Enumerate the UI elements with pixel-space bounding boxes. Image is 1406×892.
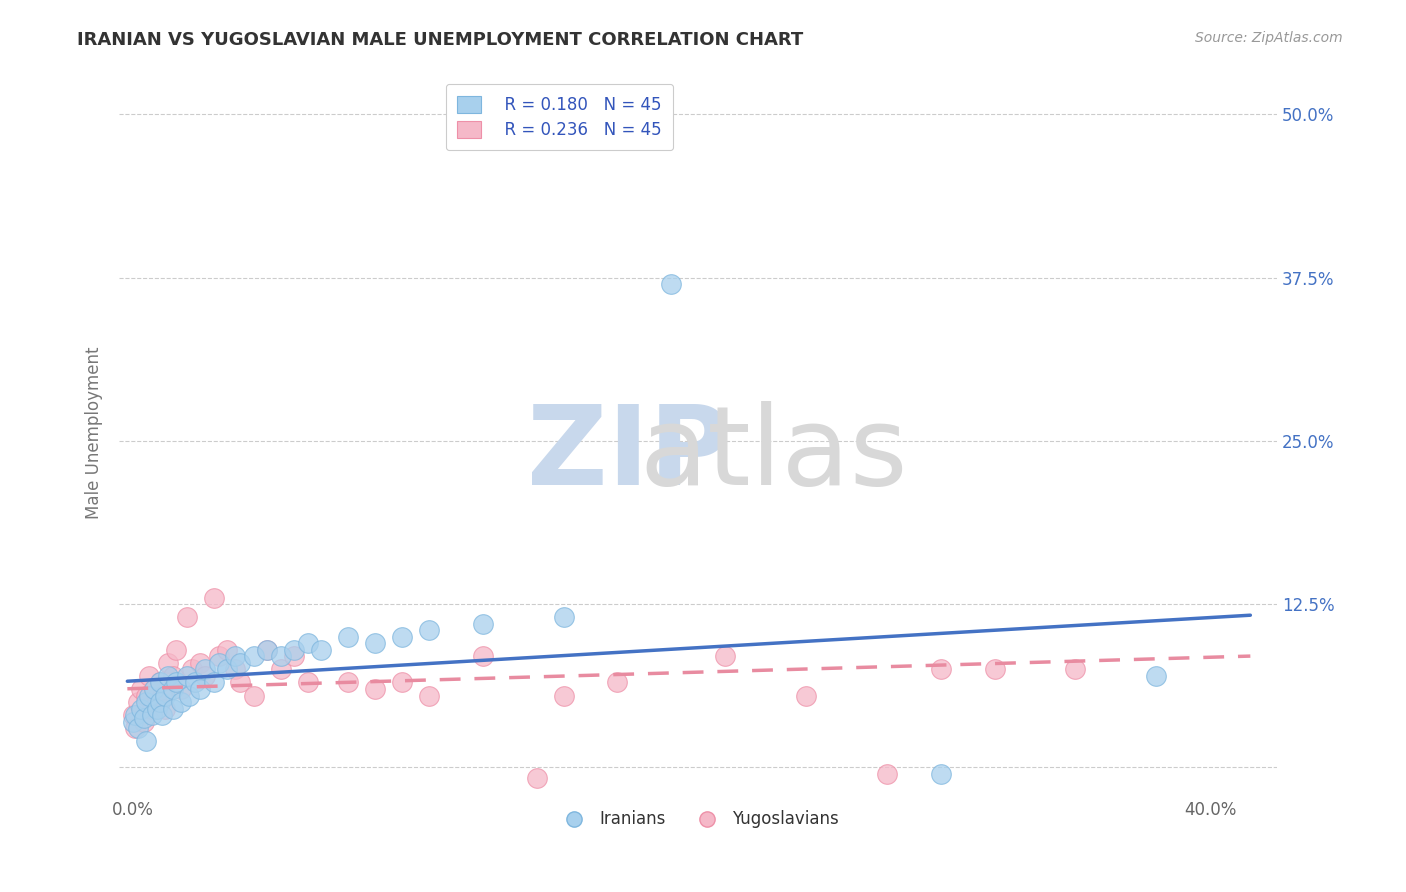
Point [229, 675, 252, 690]
Point [659, 277, 682, 291]
Point [526, 771, 548, 785]
Point [183, 675, 205, 690]
Point [188, 681, 211, 696]
Text: atlas: atlas [640, 401, 908, 508]
Point [124, 708, 146, 723]
Point [170, 695, 193, 709]
Point [135, 734, 157, 748]
Point [208, 649, 231, 664]
Point [176, 669, 198, 683]
Point [202, 675, 225, 690]
Point [162, 681, 184, 696]
Point [364, 636, 387, 650]
Point [135, 695, 157, 709]
Point [149, 675, 172, 690]
Point [143, 681, 166, 696]
Point [243, 689, 266, 703]
Point [418, 689, 440, 703]
Point [143, 681, 166, 696]
Point [297, 636, 319, 650]
Point [270, 649, 292, 664]
Point [256, 642, 278, 657]
Point [929, 662, 952, 676]
Point [297, 675, 319, 690]
Point [176, 610, 198, 624]
Point [283, 642, 305, 657]
Point [714, 649, 737, 664]
Point [215, 642, 238, 657]
Point [471, 616, 494, 631]
Point [156, 656, 179, 670]
Point [141, 701, 163, 715]
Point [194, 662, 217, 676]
Point [553, 689, 575, 703]
Point [229, 656, 252, 670]
Point [202, 591, 225, 605]
Point [283, 649, 305, 664]
Legend: Iranians, Yugoslavians: Iranians, Yugoslavians [551, 804, 845, 835]
Point [983, 662, 1005, 676]
Point [337, 630, 360, 644]
Point [606, 675, 628, 690]
Point [1064, 662, 1087, 676]
Text: Source: ZipAtlas.com: Source: ZipAtlas.com [1195, 31, 1343, 45]
Point [127, 721, 149, 735]
Y-axis label: Male Unemployment: Male Unemployment [86, 346, 103, 518]
Point [138, 689, 160, 703]
Point [121, 708, 143, 723]
Point [165, 642, 187, 657]
Point [194, 669, 217, 683]
Point [132, 714, 155, 729]
Point [364, 681, 387, 696]
Point [149, 675, 172, 690]
Point [127, 695, 149, 709]
Point [181, 662, 204, 676]
Point [129, 681, 152, 696]
Text: ZIP: ZIP [527, 401, 731, 508]
Point [149, 695, 172, 709]
Point [141, 708, 163, 723]
Point [471, 649, 494, 664]
Point [162, 701, 184, 715]
Point [876, 767, 898, 781]
Point [794, 689, 817, 703]
Point [153, 689, 176, 703]
Point [162, 669, 184, 683]
Text: IRANIAN VS YUGOSLAVIAN MALE UNEMPLOYMENT CORRELATION CHART: IRANIAN VS YUGOSLAVIAN MALE UNEMPLOYMENT… [77, 31, 804, 49]
Point [188, 656, 211, 670]
Point [270, 662, 292, 676]
Point [208, 656, 231, 670]
Point [156, 669, 179, 683]
Point [135, 689, 157, 703]
Point [224, 662, 246, 676]
Point [146, 701, 169, 715]
Point [121, 714, 143, 729]
Point [138, 669, 160, 683]
Point [215, 662, 238, 676]
Point [1144, 669, 1167, 683]
Point [165, 675, 187, 690]
Point [179, 689, 201, 703]
Point [224, 649, 246, 664]
Point [309, 642, 332, 657]
Point [256, 642, 278, 657]
Point [391, 675, 413, 690]
Point [129, 701, 152, 715]
Point [150, 708, 173, 723]
Point [929, 767, 952, 781]
Point [391, 630, 413, 644]
Point [553, 610, 575, 624]
Point [337, 675, 360, 690]
Point [150, 689, 173, 703]
Point [243, 649, 266, 664]
Point [153, 701, 176, 715]
Point [418, 623, 440, 637]
Point [146, 695, 169, 709]
Point [124, 721, 146, 735]
Point [170, 681, 193, 696]
Point [132, 711, 155, 725]
